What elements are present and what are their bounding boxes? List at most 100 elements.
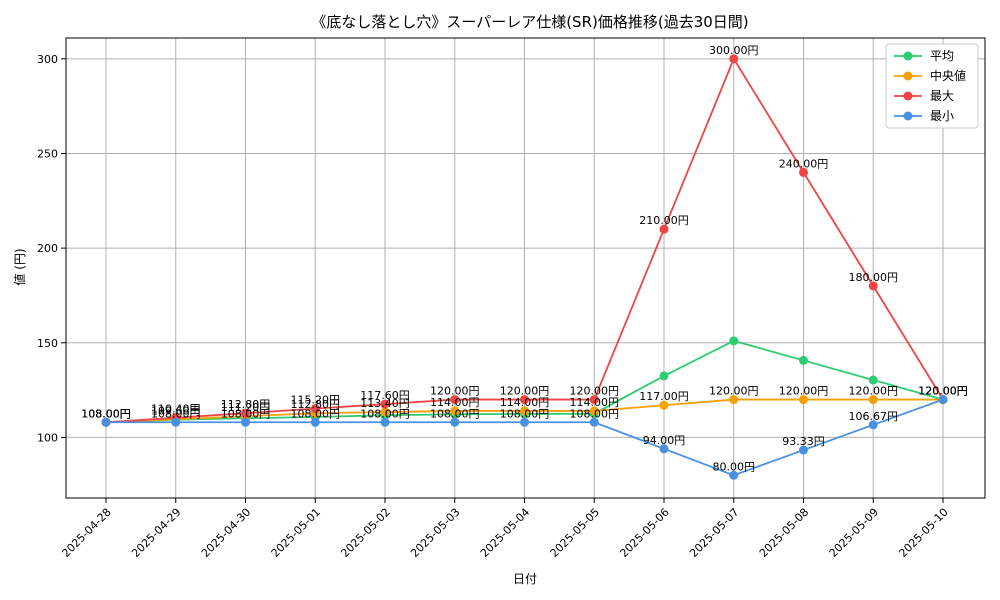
x-tick-label: 2025-05-06	[617, 506, 671, 560]
data-label: 108.00円	[291, 407, 341, 420]
data-point	[310, 417, 320, 427]
data-label: 114.00円	[500, 396, 550, 409]
data-point	[589, 406, 599, 416]
data-label: 117.00円	[639, 390, 689, 403]
data-label: 108.00円	[81, 407, 131, 420]
data-label: 108.00円	[430, 407, 480, 420]
data-label: 108.00円	[500, 407, 550, 420]
data-point	[659, 444, 669, 454]
data-label: 112.80円	[291, 398, 341, 411]
data-point	[868, 395, 878, 405]
data-label: 109.60円	[151, 404, 201, 417]
data-label: 300.00円	[709, 44, 759, 57]
data-point	[659, 400, 669, 410]
data-label: 210.00円	[639, 214, 689, 227]
data-label: 93.33円	[782, 435, 825, 448]
legend-marker	[903, 51, 913, 61]
legend-marker	[903, 111, 913, 121]
data-label: 120.00円	[918, 385, 968, 398]
data-label: 240.00円	[779, 157, 829, 170]
y-tick-label: 100	[37, 431, 58, 444]
legend-marker	[903, 91, 913, 101]
data-point	[799, 445, 808, 455]
data-point	[241, 408, 250, 418]
chart-title: 《底なし落とし穴》スーパーレア仕様(SR)価格推移(過去30日間)	[311, 13, 748, 31]
data-label: 106.67円	[849, 410, 899, 423]
data-point	[450, 395, 460, 405]
data-point	[729, 395, 739, 405]
plot-frame	[65, 37, 986, 499]
legend-box	[885, 43, 979, 129]
data-label: 120.00円	[430, 385, 480, 398]
legend-marker	[903, 71, 913, 81]
x-axis-label: 日付	[513, 572, 537, 586]
data-point	[101, 417, 111, 427]
data-point	[799, 355, 808, 365]
data-point	[380, 399, 390, 409]
x-tick-label: 2025-05-01	[269, 506, 323, 560]
data-label: 108.00円	[360, 407, 410, 420]
data-point	[589, 395, 599, 405]
data-point	[520, 395, 529, 405]
y-tick-label: 150	[37, 337, 58, 350]
data-point	[589, 417, 599, 427]
data-label: 117.60円	[360, 389, 410, 402]
x-tick-label: 2025-04-29	[129, 506, 183, 560]
data-point	[729, 470, 739, 480]
y-tick-label: 250	[37, 147, 58, 160]
data-point	[868, 375, 878, 385]
data-point	[450, 417, 460, 427]
data-point	[868, 420, 878, 430]
data-label: 120.00円	[918, 385, 968, 398]
x-tick-label: 2025-04-28	[59, 506, 113, 560]
data-labels: 108.00円 109.60円 111.20円 112.80円 113.40円 114.0…	[81, 44, 968, 473]
data-point	[310, 404, 320, 414]
data-label: 120.00円	[779, 385, 829, 398]
x-tick-label: 2025-05-05	[548, 506, 602, 560]
data-label: 120.00円	[500, 385, 550, 398]
data-label: 108.00円	[81, 407, 131, 420]
x-axis-ticks: 2025-04-28 2025-04-29 2025-04-30 2025-05-01…	[59, 498, 951, 560]
data-label: 108.00円	[570, 407, 620, 420]
data-label: 110.40円	[151, 403, 201, 416]
x-tick-label: 2025-05-08	[757, 506, 811, 560]
data-point	[799, 167, 808, 177]
legend-label: 平均	[930, 49, 954, 63]
data-point	[450, 406, 460, 416]
x-tick-label: 2025-05-10	[896, 506, 950, 560]
data-point	[241, 417, 250, 427]
data-label: 114.00円	[430, 396, 480, 409]
legend-label: 中央値	[930, 68, 966, 83]
x-tick-label: 2025-05-02	[338, 506, 392, 560]
data-point	[799, 395, 808, 405]
x-tick-label: 2025-05-09	[827, 506, 881, 560]
data-label: 120.00円	[709, 385, 759, 398]
data-label: 114.00円	[570, 396, 620, 409]
grid-lines	[66, 38, 985, 498]
data-label: 120.00円	[570, 385, 620, 398]
data-point	[659, 224, 669, 234]
x-tick-label: 2025-05-04	[478, 506, 532, 560]
data-point	[729, 336, 739, 346]
y-tick-label: 200	[37, 242, 58, 255]
data-label: 113.40円	[360, 397, 410, 410]
data-point	[729, 54, 739, 64]
data-label: 108.00円	[151, 407, 201, 420]
data-point	[171, 417, 181, 427]
legend-label: 最小	[930, 109, 954, 123]
data-point	[520, 417, 529, 427]
data-label: 120.00円	[918, 385, 968, 398]
x-tick-label: 2025-05-03	[408, 506, 462, 560]
data-label: 80.00円	[713, 460, 756, 473]
data-label: 108.00円	[81, 407, 131, 420]
data-point	[380, 417, 390, 427]
data-point	[659, 371, 669, 381]
data-label: 108.00円	[221, 407, 271, 420]
data-label: 115.20円	[291, 394, 341, 407]
x-tick-label: 2025-05-07	[687, 506, 741, 560]
data-point	[380, 407, 390, 417]
data-label: 180.00円	[849, 271, 899, 284]
y-tick-label: 300	[37, 53, 58, 66]
